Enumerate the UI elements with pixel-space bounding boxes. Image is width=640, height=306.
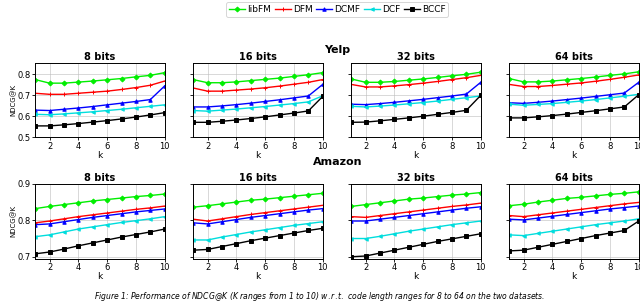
Title: 16 bits: 16 bits (239, 52, 277, 62)
X-axis label: k: k (97, 151, 102, 160)
X-axis label: k: k (413, 272, 419, 281)
Title: 32 bits: 32 bits (397, 173, 435, 183)
X-axis label: k: k (255, 272, 260, 281)
Title: 64 bits: 64 bits (555, 173, 593, 183)
Y-axis label: NDCG@K: NDCG@K (10, 205, 17, 237)
Title: 64 bits: 64 bits (555, 52, 593, 62)
X-axis label: k: k (572, 272, 577, 281)
Legend: libFM, DFM, DCMF, DCF, BCCF: libFM, DFM, DCMF, DCF, BCCF (227, 2, 448, 17)
Y-axis label: NDCG@K: NDCG@K (10, 84, 17, 116)
Title: 8 bits: 8 bits (84, 52, 116, 62)
Text: Amazon: Amazon (312, 157, 362, 167)
X-axis label: k: k (97, 272, 102, 281)
X-axis label: k: k (572, 151, 577, 160)
X-axis label: k: k (255, 151, 260, 160)
Text: Figure 1: Performance of NDCG@K (K ranges from 1 to 10) $\mathit{w.r.t.}$ code l: Figure 1: Performance of NDCG@K (K range… (95, 290, 545, 303)
Title: 8 bits: 8 bits (84, 173, 116, 183)
Title: 16 bits: 16 bits (239, 173, 277, 183)
Title: 32 bits: 32 bits (397, 52, 435, 62)
Text: Yelp: Yelp (324, 45, 350, 55)
X-axis label: k: k (413, 151, 419, 160)
